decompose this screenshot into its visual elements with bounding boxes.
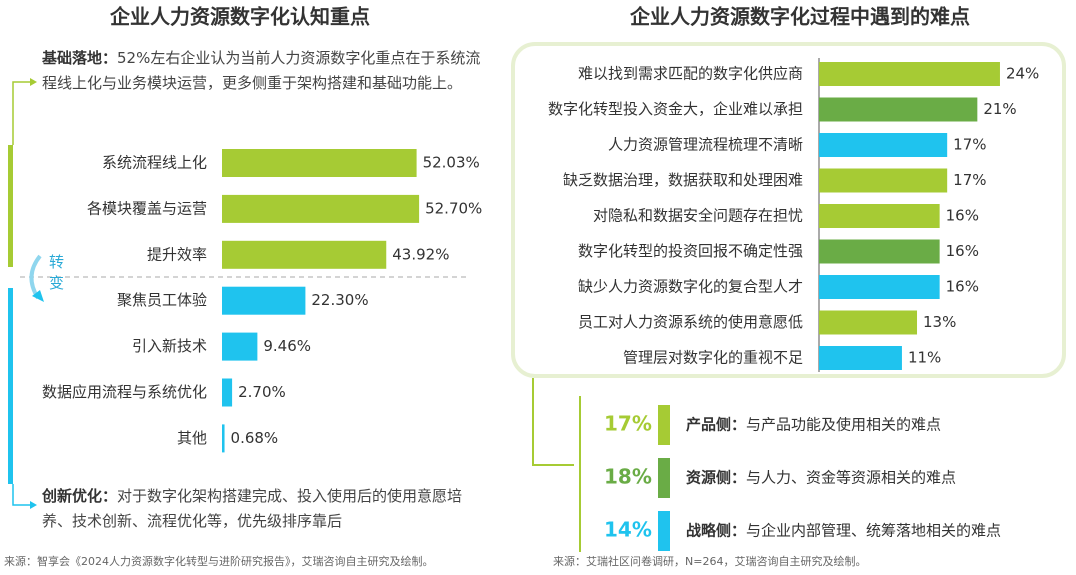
connector [532, 378, 574, 466]
group-name: 产品侧： [686, 416, 746, 434]
arrowhead [32, 290, 44, 302]
value-label: 22.30% [311, 291, 368, 309]
panel [511, 42, 1066, 378]
connector [12, 484, 30, 506]
chart-title: 企业人力资源数字化过程中遇到的难点 [629, 5, 970, 29]
category-label: 难以找到需求匹配的数字化供应商 [578, 65, 803, 83]
bar [819, 310, 918, 335]
value-label: 21% [983, 100, 1016, 118]
annotation-label: 创新优化： [42, 487, 118, 505]
category-label: 人力资源管理流程梳理不清晰 [608, 136, 803, 154]
bar [819, 239, 940, 264]
value-label: 16% [946, 242, 979, 260]
group-description: 与产品功能及使用相关的难点 [746, 416, 941, 434]
source: 来源：艾瑞社区问卷调研，N=264，艾瑞咨询自主研究及绘制。 [553, 554, 866, 568]
bar [222, 149, 417, 177]
value-label: 0.68% [231, 429, 279, 447]
annotation: 基础落地：52%左右企业认为当前人力资源数字化重点在于系统流程线上化与业务模块运… [42, 46, 482, 96]
bar [222, 194, 420, 223]
category-label: 缺乏数据治理，数据获取和处理困难 [563, 171, 803, 189]
annotation: 创新优化：对于数字化架构搭建完成、投入使用后的使用意愿培养、技术创新、流程优化等… [42, 484, 482, 534]
category-label: 数据应用流程与系统优化 [42, 383, 207, 401]
group-value: 18% [604, 465, 652, 489]
value-label: 9.46% [263, 337, 311, 355]
arrowhead [30, 501, 37, 509]
connector [12, 81, 30, 145]
group-bar [8, 145, 13, 267]
category-label: 引入新技术 [132, 337, 207, 355]
value-label: 52.70% [425, 199, 482, 217]
category-label: 系统流程线上化 [102, 154, 207, 172]
chart-title: 企业人力资源数字化认知重点 [109, 5, 370, 29]
category-label: 数字化转型的投资回报不确定性强 [578, 242, 803, 260]
group-name: 资源侧： [686, 469, 746, 487]
arrowhead [30, 78, 37, 86]
category-label: 对隐私和数据安全问题存在担忧 [593, 207, 803, 225]
annotation-text: 对于数字化架构搭建完成、投入使用后的使用意愿培养、技术创新、流程优化等，优先级排… [42, 487, 463, 530]
value-label: 24% [1006, 65, 1039, 83]
bar [222, 286, 306, 315]
category-label: 聚焦员工体验 [117, 291, 207, 309]
value-label: 52.03% [423, 154, 480, 172]
category-label: 数字化转型投入资金大，企业难以承担 [548, 100, 803, 118]
group-bar [8, 288, 13, 484]
category-label: 缺少人力资源数字化的复合型人才 [578, 278, 803, 296]
bar [222, 332, 258, 361]
bar [222, 240, 387, 269]
group-swatch [658, 511, 670, 551]
bar [819, 97, 978, 122]
group-name: 战略侧： [686, 522, 746, 540]
bar [819, 346, 902, 370]
bar [222, 378, 233, 407]
category-label: 员工对人力资源系统的使用意愿低 [578, 313, 803, 331]
value-label: 13% [923, 313, 956, 331]
group-description: 与人力、资金等资源相关的难点 [746, 469, 956, 487]
group-description: 与企业内部管理、统筹落地相关的难点 [746, 522, 1001, 540]
value-label: 11% [908, 349, 941, 367]
source: 来源：智享会《2024人力资源数字化转型与进阶研究报告》，艾瑞咨询自主研究及绘制… [4, 554, 434, 568]
bar [819, 133, 948, 157]
group-swatch [658, 405, 670, 445]
bar [819, 204, 940, 228]
bar [819, 168, 948, 193]
bar [819, 62, 1000, 86]
value-label: 16% [946, 207, 979, 225]
category-label: 提升效率 [147, 245, 207, 263]
value-label: 17% [953, 136, 986, 154]
annotation-text: 52%左右企业认为当前人力资源数字化重点在于系统流程线上化与业务模块运营，更多侧… [42, 49, 481, 92]
value-label: 2.70% [238, 383, 286, 401]
value-label: 16% [946, 278, 979, 296]
bar [819, 275, 940, 299]
group-swatch [658, 458, 670, 498]
group-value: 14% [604, 518, 652, 542]
transition-label: 转变 [47, 254, 65, 296]
value-label: 43.92% [392, 245, 449, 263]
value-label: 17% [953, 171, 986, 189]
bar [222, 424, 225, 453]
category-label: 管理层对数字化的重视不足 [623, 349, 803, 367]
group-value: 17% [604, 412, 652, 436]
category-label: 其他 [177, 429, 207, 447]
annotation-label: 基础落地： [42, 49, 118, 67]
category-label: 各模块覆盖与运营 [87, 199, 207, 217]
